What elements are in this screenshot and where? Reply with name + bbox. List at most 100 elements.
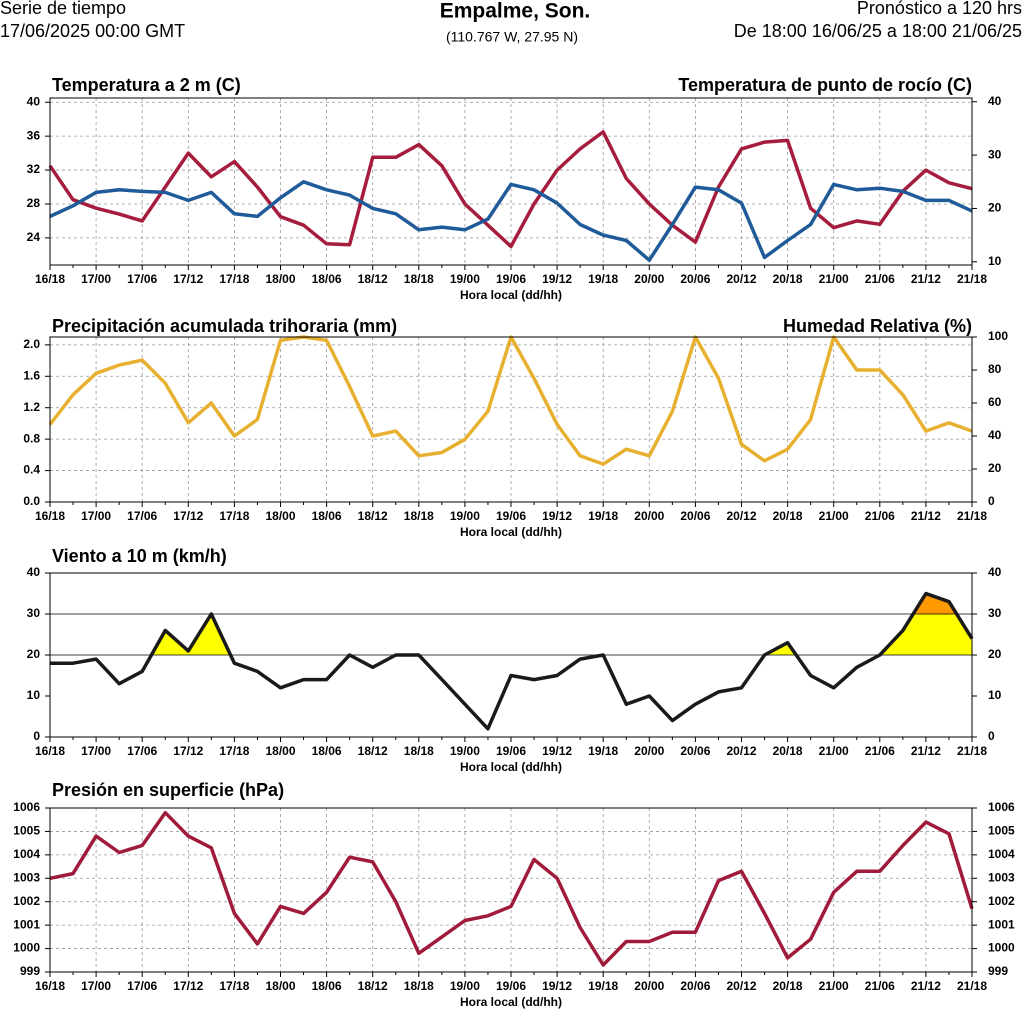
x-tick-label: 20/12 <box>726 744 756 758</box>
x-tick-label: 20/12 <box>726 272 756 286</box>
x-tick-label: 19/18 <box>588 744 618 758</box>
x-tick-label: 19/06 <box>496 744 526 758</box>
x-tick-label: 17/00 <box>81 272 111 286</box>
x-tick-label: 21/12 <box>911 509 941 523</box>
x-tick-label: 18/06 <box>312 744 342 758</box>
y-tick-label: 1005 <box>13 824 40 838</box>
x-tick-label: 18/00 <box>265 979 295 993</box>
x-tick-label: 17/00 <box>81 744 111 758</box>
x-tick-label: 21/12 <box>911 744 941 758</box>
x-tick-label: 16/18 <box>35 272 65 286</box>
x-tick-label: 18/06 <box>312 272 342 286</box>
x-tick-label: 19/06 <box>496 272 526 286</box>
x-tick-label: 18/12 <box>358 509 388 523</box>
x-tick-label: 17/18 <box>219 509 249 523</box>
x-tick-label: 16/18 <box>35 979 65 993</box>
series-title: Viento a 10 m (km/h) <box>52 546 227 566</box>
plot-frame <box>49 807 973 973</box>
x-tick-label: 17/12 <box>173 509 203 523</box>
x-tick-label: 21/00 <box>819 744 849 758</box>
y-tick-label: 28 <box>27 196 41 210</box>
series-line <box>49 810 974 967</box>
x-tick-label: 19/12 <box>542 979 572 993</box>
x-tick-label: 19/00 <box>450 509 480 523</box>
y-tick-label: 1.2 <box>23 400 40 414</box>
x-tick-label: 17/00 <box>81 979 111 993</box>
series-title: Precipitación acumulada trihoraria (mm) <box>52 316 397 336</box>
x-tick-label: 20/18 <box>773 272 803 286</box>
x-tick-label: 17/18 <box>219 744 249 758</box>
x-axis-label: Hora local (dd/hh) <box>460 525 562 539</box>
y2-tick-label: 40 <box>988 565 1002 579</box>
y2-tick-label: 30 <box>988 147 1002 161</box>
x-tick-label: 18/18 <box>404 744 434 758</box>
x-tick-label: 17/12 <box>173 979 203 993</box>
header-subtitle: (110.767 W, 27.95 N) <box>446 29 578 45</box>
x-tick-label: 19/00 <box>450 979 480 993</box>
x-tick-label: 21/06 <box>865 744 895 758</box>
x-tick-label: 20/06 <box>680 272 710 286</box>
y2-tick-label: 1005 <box>988 824 1015 838</box>
x-tick-label: 20/12 <box>726 509 756 523</box>
y-tick-label: 10 <box>27 688 41 702</box>
x-tick-label: 18/00 <box>265 509 295 523</box>
x-tick-label: 20/00 <box>634 272 664 286</box>
y2-tick-label: 999 <box>988 964 1008 978</box>
y-tick-label: 36 <box>27 128 41 142</box>
x-tick-label: 17/18 <box>219 272 249 286</box>
y2-tick-label: 40 <box>988 428 1002 442</box>
y2-tick-label: 0 <box>988 729 995 743</box>
header-right: De 18:00 16/06/25 a 18:00 21/06/25 <box>734 21 1022 41</box>
x-tick-label: 18/06 <box>312 979 342 993</box>
y2-tick-label: 1003 <box>988 870 1015 884</box>
x-tick-label: 21/06 <box>865 509 895 523</box>
x-tick-label: 17/00 <box>81 509 111 523</box>
series-line <box>48 130 973 249</box>
x-tick-label: 18/18 <box>404 509 434 523</box>
y-tick-label: 1.6 <box>23 368 40 382</box>
y-tick-label: 1003 <box>13 870 40 884</box>
x-axis-label: Hora local (dd/hh) <box>460 760 562 774</box>
y-tick-label: 0.8 <box>23 431 40 445</box>
x-tick-label: 18/12 <box>358 272 388 286</box>
x-tick-label: 19/18 <box>588 272 618 286</box>
x-tick-label: 18/06 <box>312 509 342 523</box>
y2-tick-label: 0 <box>988 494 995 508</box>
y2-tick-label: 10 <box>988 254 1002 268</box>
y-tick-label: 32 <box>27 162 41 176</box>
x-tick-label: 19/18 <box>588 979 618 993</box>
x-tick-label: 21/12 <box>911 272 941 286</box>
x-tick-label: 18/12 <box>358 744 388 758</box>
x-tick-label: 16/18 <box>35 509 65 523</box>
x-tick-label: 20/00 <box>634 744 664 758</box>
y-tick-label: 40 <box>27 565 41 579</box>
header-left: 17/06/2025 00:00 GMT <box>0 21 185 41</box>
x-tick-label: 16/18 <box>35 744 65 758</box>
y2-tick-label: 1001 <box>988 917 1015 931</box>
x-tick-label: 19/06 <box>496 509 526 523</box>
x-tick-label: 20/00 <box>634 979 664 993</box>
x-tick-label: 21/06 <box>865 979 895 993</box>
x-tick-label: 20/18 <box>773 509 803 523</box>
x-tick-label: 21/18 <box>957 272 987 286</box>
y2-tick-label: 30 <box>988 606 1002 620</box>
x-tick-label: 19/06 <box>496 979 526 993</box>
y2-tick-label: 1000 <box>988 941 1015 955</box>
y2-tick-label: 10 <box>988 688 1002 702</box>
header-left: Serie de tiempo <box>0 0 126 18</box>
series-line <box>49 180 973 262</box>
x-tick-label: 19/12 <box>542 509 572 523</box>
x-tick-label: 19/18 <box>588 509 618 523</box>
x-tick-label: 20/12 <box>726 979 756 993</box>
x-tick-label: 17/06 <box>127 979 157 993</box>
series-title: Humedad Relativa (%) <box>783 316 972 336</box>
y2-tick-label: 100 <box>988 329 1008 343</box>
x-tick-label: 17/06 <box>127 509 157 523</box>
x-tick-label: 21/00 <box>819 272 849 286</box>
x-tick-label: 21/06 <box>865 272 895 286</box>
x-tick-label: 20/06 <box>680 979 710 993</box>
x-tick-label: 17/06 <box>127 272 157 286</box>
header-title: Empalme, Son. <box>440 0 591 23</box>
x-tick-label: 21/18 <box>957 509 987 523</box>
